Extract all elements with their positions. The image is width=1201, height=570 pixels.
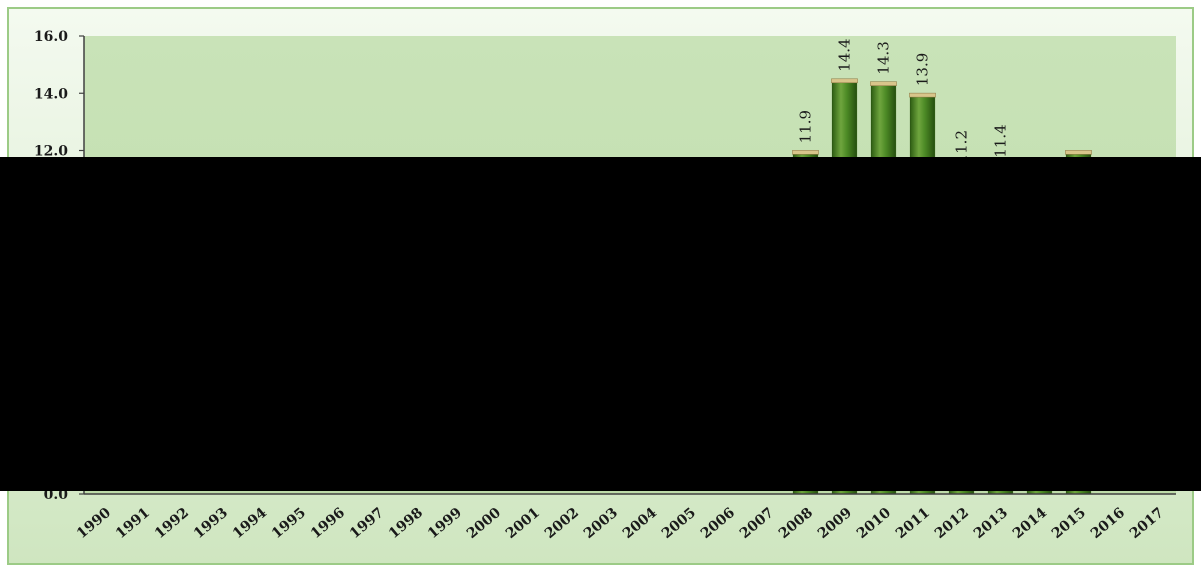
occlusion-block [0, 157, 1201, 491]
bar-cap [792, 150, 819, 155]
data-label: 11.2 [953, 130, 971, 163]
y-tick-label: 14.0 [34, 86, 68, 102]
y-tick-label: 12.0 [34, 144, 68, 160]
data-label: 14.3 [875, 41, 893, 74]
y-tick-label: 16.0 [34, 29, 68, 45]
data-label: 14.4 [836, 38, 854, 71]
bar-cap [831, 78, 858, 84]
data-label: 11.4 [992, 124, 1010, 157]
data-label: 13.9 [914, 53, 932, 86]
bar-cap [909, 92, 936, 98]
data-label: 11.9 [797, 110, 815, 143]
bar-cap [1065, 150, 1092, 155]
bar-cap [870, 81, 897, 86]
